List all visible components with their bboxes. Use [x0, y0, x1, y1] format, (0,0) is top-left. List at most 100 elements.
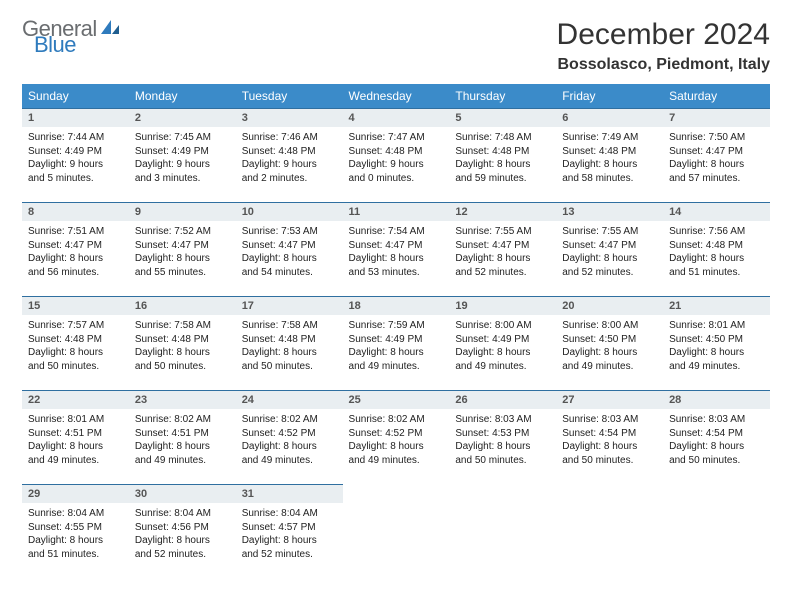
day-number: 23: [129, 390, 236, 409]
day-header: Thursday: [449, 84, 556, 108]
calendar-day-cell: 19Sunrise: 8:00 AMSunset: 4:49 PMDayligh…: [449, 296, 556, 382]
day-number: 5: [449, 108, 556, 127]
day-number: 6: [556, 108, 663, 127]
calendar-day-cell: 4Sunrise: 7:47 AMSunset: 4:48 PMDaylight…: [343, 108, 450, 194]
day-details: Sunrise: 7:45 AMSunset: 4:49 PMDaylight:…: [129, 127, 236, 189]
calendar-day-cell: 25Sunrise: 8:02 AMSunset: 4:52 PMDayligh…: [343, 390, 450, 476]
day-number: 22: [22, 390, 129, 409]
calendar-day-cell: [556, 484, 663, 570]
day-details: Sunrise: 7:58 AMSunset: 4:48 PMDaylight:…: [129, 315, 236, 377]
day-number: 31: [236, 484, 343, 503]
day-number: 13: [556, 202, 663, 221]
day-details: Sunrise: 7:57 AMSunset: 4:48 PMDaylight:…: [22, 315, 129, 377]
day-number: 24: [236, 390, 343, 409]
day-details: Sunrise: 8:02 AMSunset: 4:52 PMDaylight:…: [343, 409, 450, 471]
day-details: Sunrise: 8:02 AMSunset: 4:52 PMDaylight:…: [236, 409, 343, 471]
calendar-day-cell: 24Sunrise: 8:02 AMSunset: 4:52 PMDayligh…: [236, 390, 343, 476]
day-details: Sunrise: 8:02 AMSunset: 4:51 PMDaylight:…: [129, 409, 236, 471]
header: General Blue December 2024 Bossolasco, P…: [22, 18, 770, 74]
calendar-table: SundayMondayTuesdayWednesdayThursdayFrid…: [22, 84, 770, 570]
day-number: 18: [343, 296, 450, 315]
day-details: Sunrise: 7:56 AMSunset: 4:48 PMDaylight:…: [663, 221, 770, 283]
calendar-week-row: 1Sunrise: 7:44 AMSunset: 4:49 PMDaylight…: [22, 108, 770, 194]
day-number: 10: [236, 202, 343, 221]
calendar-day-cell: 16Sunrise: 7:58 AMSunset: 4:48 PMDayligh…: [129, 296, 236, 382]
day-details: Sunrise: 7:59 AMSunset: 4:49 PMDaylight:…: [343, 315, 450, 377]
day-details: Sunrise: 7:55 AMSunset: 4:47 PMDaylight:…: [449, 221, 556, 283]
day-number: 27: [556, 390, 663, 409]
day-number: 30: [129, 484, 236, 503]
calendar-day-cell: 31Sunrise: 8:04 AMSunset: 4:57 PMDayligh…: [236, 484, 343, 570]
day-header: Monday: [129, 84, 236, 108]
day-details: Sunrise: 7:58 AMSunset: 4:48 PMDaylight:…: [236, 315, 343, 377]
day-number: 12: [449, 202, 556, 221]
week-spacer: [22, 194, 770, 202]
calendar-day-cell: 3Sunrise: 7:46 AMSunset: 4:48 PMDaylight…: [236, 108, 343, 194]
day-number: 15: [22, 296, 129, 315]
day-details: Sunrise: 7:47 AMSunset: 4:48 PMDaylight:…: [343, 127, 450, 189]
day-number: 28: [663, 390, 770, 409]
day-details: Sunrise: 7:48 AMSunset: 4:48 PMDaylight:…: [449, 127, 556, 189]
month-title: December 2024: [557, 18, 770, 52]
day-number: 16: [129, 296, 236, 315]
day-number: 26: [449, 390, 556, 409]
calendar-day-cell: 2Sunrise: 7:45 AMSunset: 4:49 PMDaylight…: [129, 108, 236, 194]
day-header: Sunday: [22, 84, 129, 108]
calendar-day-cell: [663, 484, 770, 570]
day-number: 20: [556, 296, 663, 315]
day-details: Sunrise: 7:52 AMSunset: 4:47 PMDaylight:…: [129, 221, 236, 283]
calendar-header-row: SundayMondayTuesdayWednesdayThursdayFrid…: [22, 84, 770, 108]
day-number: 8: [22, 202, 129, 221]
calendar-day-cell: 23Sunrise: 8:02 AMSunset: 4:51 PMDayligh…: [129, 390, 236, 476]
calendar-week-row: 15Sunrise: 7:57 AMSunset: 4:48 PMDayligh…: [22, 296, 770, 382]
calendar-week-row: 29Sunrise: 8:04 AMSunset: 4:55 PMDayligh…: [22, 484, 770, 570]
calendar-day-cell: 13Sunrise: 7:55 AMSunset: 4:47 PMDayligh…: [556, 202, 663, 288]
day-details: Sunrise: 8:04 AMSunset: 4:55 PMDaylight:…: [22, 503, 129, 565]
logo-word-2: Blue: [34, 34, 121, 56]
calendar-day-cell: 10Sunrise: 7:53 AMSunset: 4:47 PMDayligh…: [236, 202, 343, 288]
day-details: Sunrise: 8:03 AMSunset: 4:54 PMDaylight:…: [556, 409, 663, 471]
day-header: Friday: [556, 84, 663, 108]
calendar-day-cell: 11Sunrise: 7:54 AMSunset: 4:47 PMDayligh…: [343, 202, 450, 288]
day-details: Sunrise: 7:54 AMSunset: 4:47 PMDaylight:…: [343, 221, 450, 283]
calendar-day-cell: [449, 484, 556, 570]
day-header: Saturday: [663, 84, 770, 108]
day-number: 9: [129, 202, 236, 221]
calendar-day-cell: 1Sunrise: 7:44 AMSunset: 4:49 PMDaylight…: [22, 108, 129, 194]
day-number: 21: [663, 296, 770, 315]
calendar-day-cell: 14Sunrise: 7:56 AMSunset: 4:48 PMDayligh…: [663, 202, 770, 288]
calendar-day-cell: 5Sunrise: 7:48 AMSunset: 4:48 PMDaylight…: [449, 108, 556, 194]
calendar-day-cell: 18Sunrise: 7:59 AMSunset: 4:49 PMDayligh…: [343, 296, 450, 382]
day-number: 1: [22, 108, 129, 127]
day-number: 7: [663, 108, 770, 127]
week-spacer: [22, 382, 770, 390]
day-details: Sunrise: 8:00 AMSunset: 4:49 PMDaylight:…: [449, 315, 556, 377]
day-number: 29: [22, 484, 129, 503]
day-details: Sunrise: 8:00 AMSunset: 4:50 PMDaylight:…: [556, 315, 663, 377]
calendar-day-cell: 17Sunrise: 7:58 AMSunset: 4:48 PMDayligh…: [236, 296, 343, 382]
calendar-day-cell: 7Sunrise: 7:50 AMSunset: 4:47 PMDaylight…: [663, 108, 770, 194]
calendar-day-cell: 22Sunrise: 8:01 AMSunset: 4:51 PMDayligh…: [22, 390, 129, 476]
day-number: 3: [236, 108, 343, 127]
calendar-day-cell: 29Sunrise: 8:04 AMSunset: 4:55 PMDayligh…: [22, 484, 129, 570]
week-spacer: [22, 476, 770, 484]
location-label: Bossolasco, Piedmont, Italy: [557, 56, 770, 74]
day-number: 17: [236, 296, 343, 315]
week-spacer: [22, 288, 770, 296]
day-details: Sunrise: 8:03 AMSunset: 4:54 PMDaylight:…: [663, 409, 770, 471]
title-block: December 2024 Bossolasco, Piedmont, Ital…: [557, 18, 770, 74]
day-number: 25: [343, 390, 450, 409]
day-details: Sunrise: 8:04 AMSunset: 4:56 PMDaylight:…: [129, 503, 236, 565]
day-number: 11: [343, 202, 450, 221]
day-header: Tuesday: [236, 84, 343, 108]
day-header: Wednesday: [343, 84, 450, 108]
day-details: Sunrise: 7:50 AMSunset: 4:47 PMDaylight:…: [663, 127, 770, 189]
calendar-day-cell: 27Sunrise: 8:03 AMSunset: 4:54 PMDayligh…: [556, 390, 663, 476]
calendar-day-cell: 21Sunrise: 8:01 AMSunset: 4:50 PMDayligh…: [663, 296, 770, 382]
day-number: 2: [129, 108, 236, 127]
day-number: 4: [343, 108, 450, 127]
calendar-day-cell: [343, 484, 450, 570]
logo: General Blue: [22, 18, 121, 56]
calendar-day-cell: 28Sunrise: 8:03 AMSunset: 4:54 PMDayligh…: [663, 390, 770, 476]
day-details: Sunrise: 7:49 AMSunset: 4:48 PMDaylight:…: [556, 127, 663, 189]
